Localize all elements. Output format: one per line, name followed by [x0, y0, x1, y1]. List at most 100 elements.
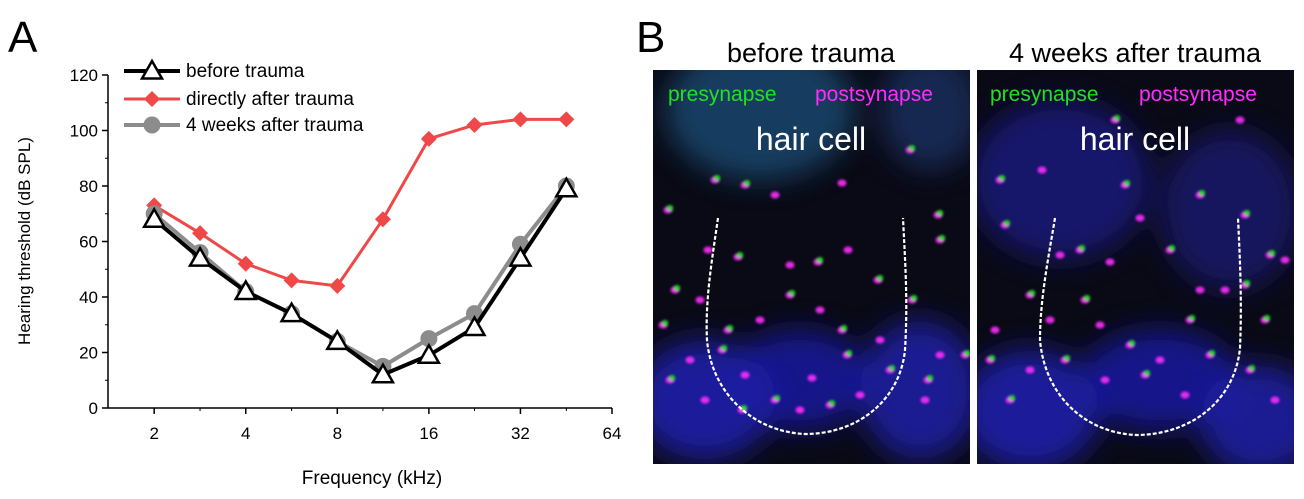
presynapse-dot	[1263, 315, 1271, 321]
postsynapse-dot	[875, 336, 885, 344]
presynapse-dot	[773, 395, 781, 401]
postsynapse-dot	[837, 179, 847, 187]
postsynapse-dot	[703, 246, 713, 254]
postsynapse-dot	[1025, 366, 1035, 374]
data-point	[329, 277, 346, 294]
postsynapse-dot	[685, 356, 695, 364]
presynapse-dot	[1243, 280, 1251, 286]
postsynapse-dot	[1100, 376, 1110, 384]
presynapse-dot	[828, 400, 836, 406]
data-point	[420, 330, 438, 348]
postsynapse-dot	[1055, 251, 1065, 259]
presynapse-dot	[1128, 340, 1136, 346]
postsynapse-dot	[1095, 321, 1105, 329]
pre-label-after: presynapse	[990, 83, 1099, 106]
legend-label: directly after trauma	[186, 89, 354, 110]
presynapse-dot	[1083, 295, 1091, 301]
data-point	[420, 130, 437, 147]
presynapse-dot	[1123, 180, 1131, 186]
presynapse-dot	[926, 375, 934, 381]
x-tick-label: 2	[149, 424, 158, 443]
pre-label-before: presynapse	[668, 83, 777, 106]
legend-marker	[139, 58, 165, 80]
postsynapse-dot	[1220, 286, 1230, 294]
data-point	[554, 176, 579, 198]
postsynapse-dot	[1105, 258, 1115, 266]
y-tick-label: 120	[70, 66, 98, 85]
image-before: before trauma presynapse postsynapse hai…	[653, 38, 970, 464]
presynapse-dot	[1268, 250, 1276, 256]
presynapse-dot	[998, 175, 1006, 181]
presynapse-dot	[1168, 245, 1176, 251]
postsynapse-dot	[1280, 256, 1290, 264]
presynapse-dot	[666, 205, 674, 211]
series-line	[152, 184, 568, 369]
x-ticks: 2 4 8 16 32 64	[149, 408, 621, 443]
data-point	[462, 315, 487, 337]
presynapse-dot	[1113, 115, 1121, 121]
presynapse-dot	[743, 180, 751, 186]
presynapse-dot	[1143, 370, 1151, 376]
series-layer	[142, 111, 579, 384]
presynapse-dot	[936, 210, 944, 216]
panel-b-letter: B	[636, 13, 665, 62]
presynapse-dot	[910, 295, 918, 301]
data-point	[142, 206, 167, 229]
presynapse-dot	[713, 175, 721, 181]
presynapse-dot	[668, 375, 676, 381]
postsynapse-dot	[920, 396, 930, 404]
data-point	[325, 328, 350, 351]
x-tick-label: 64	[603, 424, 622, 443]
postsynapse-dot	[855, 391, 865, 399]
legend-marker	[144, 91, 160, 107]
postsynapse-dot	[700, 396, 710, 404]
data-point	[233, 278, 258, 301]
presynapse-dot	[908, 145, 916, 151]
legend: before trauma directly after trauma 4 week…	[124, 58, 364, 136]
postsynapse-dot	[755, 316, 765, 324]
presynapse-dot	[988, 355, 996, 361]
data-point	[279, 301, 304, 323]
postsynapse-dot	[990, 326, 1000, 334]
presynapse-dot	[1028, 290, 1036, 296]
presynapse-dot	[1008, 395, 1016, 401]
presynapse-dot	[1208, 350, 1216, 356]
x-axis-label: Frequency (kHz)	[302, 468, 442, 489]
postsynapse-dot	[843, 246, 853, 254]
presynapse-dot	[788, 290, 796, 296]
presynapse-dot	[1078, 245, 1086, 251]
post-label-before: postsynapse	[815, 83, 933, 106]
legend-label: before trauma	[186, 61, 305, 82]
postsynapse-dot	[1155, 356, 1165, 364]
y-tick-label: 100	[70, 122, 98, 141]
presynapse-dot	[1063, 355, 1071, 361]
postsynapse-dot	[1195, 286, 1205, 294]
postsynapse-dot	[1180, 391, 1190, 399]
synapse-dots-before	[658, 145, 970, 414]
postsynapse-dot	[815, 306, 825, 314]
y-ticks: 0 20 40 60 80 100 120	[70, 66, 108, 418]
series-directly-after-trauma	[146, 111, 575, 294]
image-title-before: before trauma	[727, 38, 896, 68]
presynapse-dot	[720, 345, 728, 351]
chart-a: 0 20 40 60 80 100 120 2 4 8 16 32 64 Hearing thresh…	[15, 58, 621, 489]
presynapse-dot	[840, 325, 848, 331]
legend-label: 4 weeks after trauma	[186, 115, 364, 136]
x-tick-label: 16	[419, 424, 438, 443]
presynapse-dot	[876, 275, 884, 281]
presynapse-dot	[845, 350, 853, 356]
data-point	[512, 111, 529, 128]
y-tick-label: 60	[79, 233, 98, 252]
cell-label-after: hair cell	[1080, 121, 1190, 157]
data-point	[508, 245, 533, 267]
synapse-dots-after	[985, 115, 1290, 404]
x-tick-label: 32	[511, 424, 530, 443]
presynapse-dot	[1243, 210, 1251, 216]
image-after: 4 weeks after trauma presynapse postsyna…	[977, 38, 1294, 464]
presynapse-dot	[816, 257, 824, 263]
data-point	[416, 342, 442, 365]
presynapse-dot	[938, 235, 946, 241]
postsynapse-dot	[1235, 116, 1245, 124]
presynapse-dot	[1198, 190, 1206, 196]
